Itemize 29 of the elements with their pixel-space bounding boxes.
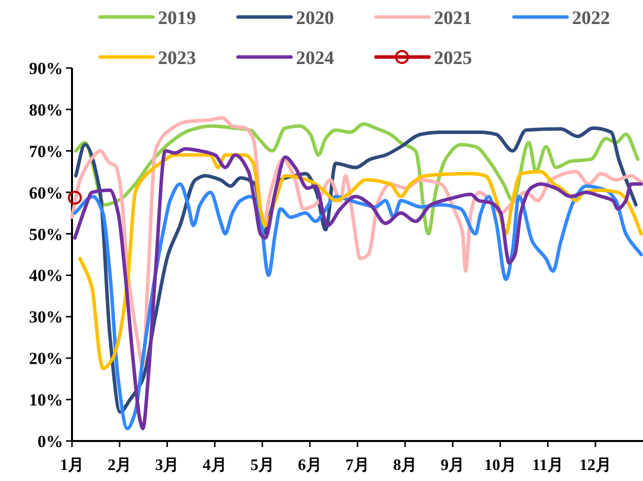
legend-label: 2019 <box>158 8 196 29</box>
legend-label: 2023 <box>158 48 196 69</box>
y-tick-label: 60% <box>29 183 63 202</box>
x-tick-label: 1月 <box>60 457 84 474</box>
x-tick-label: 7月 <box>346 457 370 474</box>
x-tick-label: 8月 <box>393 457 418 474</box>
x-tick-label: 10月 <box>484 457 516 474</box>
legend-label: 2024 <box>296 48 334 69</box>
x-tick-label: 6月 <box>298 457 322 474</box>
legend-label: 2022 <box>572 8 610 29</box>
y-tick-label: 70% <box>29 142 63 161</box>
x-tick-label: 9月 <box>440 457 465 474</box>
x-tick-label: 11月 <box>532 457 564 474</box>
y-tick-label: 20% <box>29 349 63 368</box>
y-tick-label: 50% <box>29 224 63 244</box>
x-tick-label: 2月 <box>108 457 132 474</box>
x-tick-label: 4月 <box>202 457 227 474</box>
x-tick-label: 12月 <box>579 457 612 474</box>
x-tick-label: 3月 <box>155 457 180 474</box>
legend-label: 2021 <box>434 8 472 29</box>
y-tick-label: 30% <box>29 308 63 327</box>
x-tick-label: 5月 <box>250 457 274 474</box>
legend-label: 2025 <box>434 48 472 69</box>
y-tick-label: 0% <box>38 432 63 451</box>
legend-label: 2020 <box>296 8 334 29</box>
y-tick-label: 10% <box>29 390 63 410</box>
y-tick-label: 80% <box>29 100 63 120</box>
y-tick-label: 40% <box>29 266 63 286</box>
y-tick-label: 90% <box>29 59 63 78</box>
